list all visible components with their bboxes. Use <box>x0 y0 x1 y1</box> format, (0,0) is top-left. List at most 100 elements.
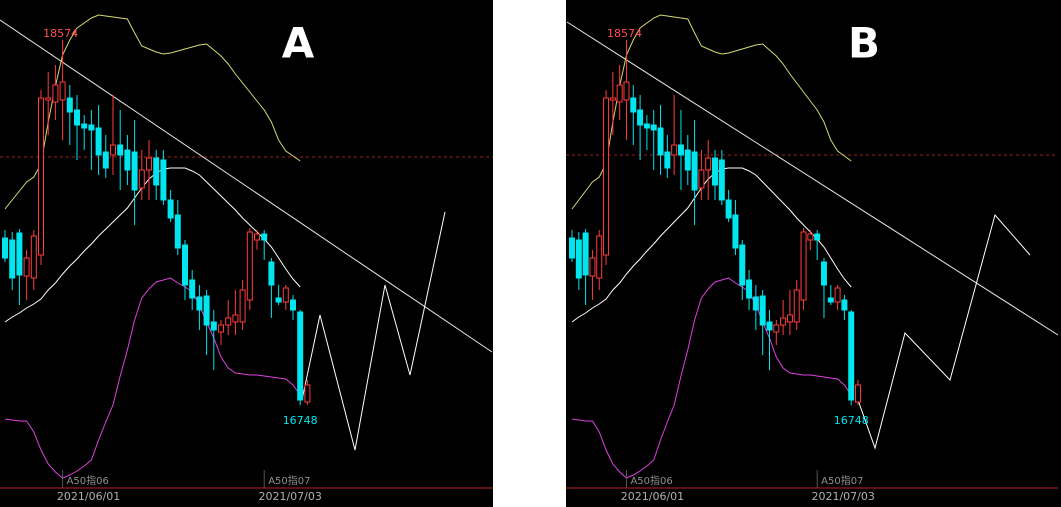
candle-body <box>88 124 95 131</box>
candle-body <box>268 261 275 286</box>
candle-body <box>30 235 37 279</box>
candle-body <box>297 311 304 401</box>
candle-body <box>290 299 296 311</box>
candle-body <box>254 233 260 241</box>
candle-body <box>637 109 644 126</box>
candle-body <box>786 314 793 323</box>
projection-line <box>857 213 1031 450</box>
contract-label: A50指07 <box>268 474 310 487</box>
candle-body <box>671 144 678 156</box>
low-label: 16748 <box>283 414 318 427</box>
candle-body <box>732 214 739 249</box>
candle-body <box>38 97 44 256</box>
band-line <box>571 167 852 323</box>
candle-body <box>275 297 282 303</box>
candle-body <box>124 149 131 171</box>
candle-body <box>575 239 582 279</box>
candle-body <box>657 127 664 156</box>
candle-body <box>59 81 66 101</box>
candle-body <box>820 261 827 286</box>
candle-body <box>834 287 841 303</box>
candle-body <box>246 231 253 301</box>
candle-body <box>189 279 196 299</box>
contract-label: A50指06 <box>630 474 672 487</box>
candle-body <box>643 123 650 129</box>
candle-body <box>712 157 719 186</box>
candle-body <box>725 199 732 219</box>
candle-body <box>752 296 759 311</box>
candle-body <box>569 237 575 259</box>
candle-body <box>623 81 630 101</box>
candle-body <box>196 296 203 311</box>
candle-body <box>45 97 52 101</box>
candle-body <box>146 157 152 171</box>
candle-body <box>766 321 773 331</box>
candle-body <box>153 157 160 186</box>
projection-line <box>301 211 446 451</box>
candle-body <box>102 151 109 169</box>
candle-body <box>117 144 124 156</box>
candle-body <box>718 159 725 201</box>
candle-body <box>95 127 102 156</box>
contract-label: A50指06 <box>67 474 109 487</box>
candle-body <box>691 151 698 191</box>
candle-body <box>232 314 239 323</box>
candle-body <box>793 289 800 323</box>
chart-title: B <box>848 19 880 68</box>
candle-body <box>814 233 821 241</box>
candle-body <box>677 144 684 156</box>
candle-body <box>650 124 657 131</box>
candle-body <box>603 97 610 256</box>
candle-body <box>182 244 188 286</box>
candle-body <box>23 257 30 277</box>
candle-body <box>582 232 589 276</box>
candle-body <box>780 317 787 326</box>
x-tick-label: 2021/07/03 <box>258 490 321 503</box>
candle-body <box>705 157 712 171</box>
band-line <box>571 277 852 479</box>
high-label: 18574 <box>43 27 78 40</box>
candle-body <box>684 149 691 171</box>
candle-body <box>218 324 224 333</box>
contract-label: A50指07 <box>821 474 863 487</box>
panel-background <box>0 0 493 507</box>
chart-title: A <box>282 19 315 68</box>
candle-body <box>9 239 16 279</box>
candle-body <box>131 151 138 191</box>
candle-body <box>167 199 174 219</box>
x-tick-label: 2021/07/03 <box>811 490 874 503</box>
high-label: 18574 <box>607 27 642 40</box>
candle-body <box>827 297 834 303</box>
candle-body <box>773 324 780 333</box>
low-label: 16748 <box>834 414 869 427</box>
candle-body <box>2 237 8 259</box>
panel-background <box>566 0 1061 507</box>
candle-body <box>110 144 116 156</box>
candle-body <box>138 169 145 189</box>
candle-body <box>759 295 766 326</box>
candle-body <box>81 123 88 129</box>
candle-body <box>664 151 671 169</box>
candle-body <box>16 232 23 276</box>
trend-line <box>0 19 493 353</box>
candle-body <box>261 233 268 241</box>
candle-body <box>848 311 855 401</box>
candle-body <box>630 97 637 113</box>
band-line <box>4 167 301 323</box>
candle-body <box>841 299 848 311</box>
candle-body <box>304 384 311 403</box>
candle-body <box>282 287 289 303</box>
candle-body <box>800 231 807 301</box>
candle-body <box>52 84 59 103</box>
candle-body <box>698 169 705 189</box>
candle-body <box>855 384 862 403</box>
candle-body <box>609 97 616 101</box>
candle-body <box>210 321 217 331</box>
candle-body <box>739 244 746 286</box>
candle-body <box>66 97 73 113</box>
candle-body <box>746 279 753 299</box>
candle-body <box>616 84 623 103</box>
candle-body <box>589 257 596 277</box>
